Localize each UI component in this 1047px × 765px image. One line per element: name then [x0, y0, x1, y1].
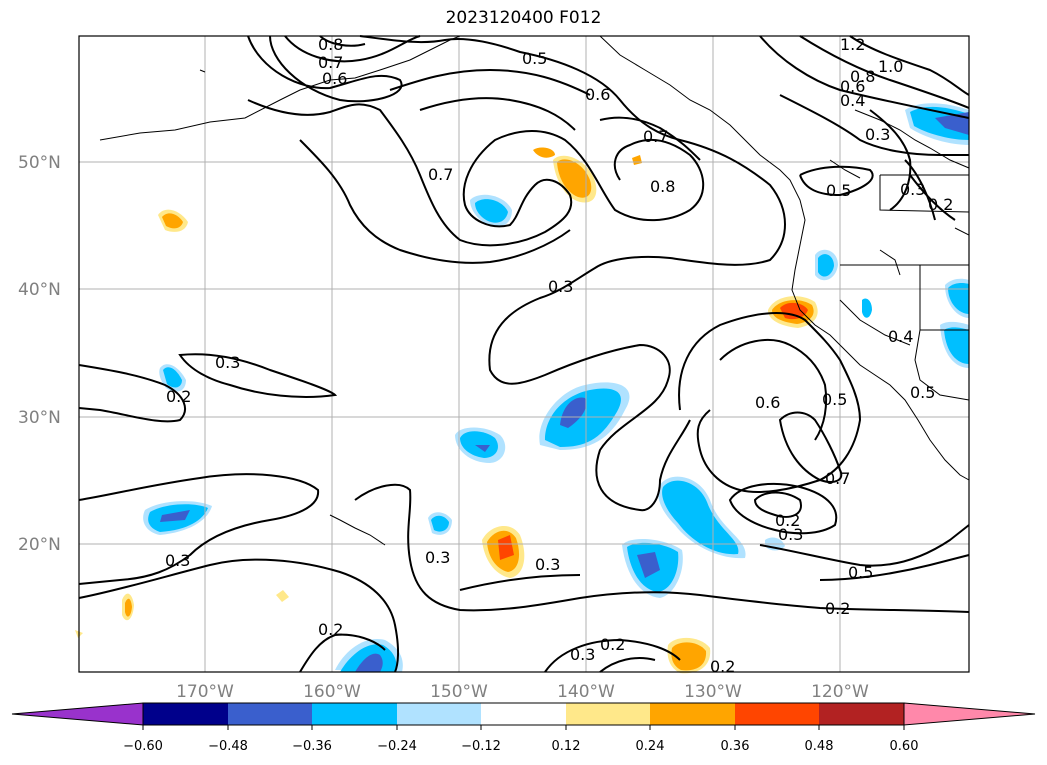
map-frame — [78, 35, 970, 673]
colorbar-tick-label: 0.60 — [890, 739, 919, 754]
colorbar-segment — [650, 703, 735, 725]
colorbar-segment — [312, 703, 397, 725]
contour-label: 0.6 — [322, 69, 347, 88]
contour-label: 0.3 — [548, 277, 573, 296]
colorbar: −0.60 −0.48 −0.36 −0.24 −0.12 0.12 0.24 … — [11, 702, 1036, 754]
graticule — [79, 36, 969, 672]
contour-label: 0.3 — [778, 525, 803, 544]
lon-label: 130°W — [684, 682, 742, 702]
contour-label: 0.3 — [570, 645, 595, 664]
lat-label: 30°N — [18, 408, 61, 428]
contour-label: 1.0 — [878, 57, 903, 76]
contour-label: 0.5 — [826, 181, 851, 200]
contour-label: 0.3 — [900, 180, 925, 199]
contour-label: 0.5 — [522, 49, 547, 68]
contour-label: 0.6 — [755, 393, 780, 412]
lat-label: 40°N — [18, 280, 61, 300]
contour-label: 0.5 — [848, 563, 873, 582]
contour-label: 0.5 — [822, 390, 847, 409]
colorbar-segment — [397, 703, 481, 725]
lon-label: 160°W — [303, 682, 361, 702]
colorbar-segment — [735, 703, 819, 725]
contour-label: 0.2 — [928, 195, 953, 214]
map-area: 0.8 0.7 0.6 0.5 0.6 0.7 0.8 0.7 0.3 0.3 … — [75, 35, 970, 676]
colorbar-tick-label: 0.12 — [552, 739, 581, 754]
contour-label: 0.2 — [775, 511, 800, 530]
colorbar-segment — [228, 703, 312, 725]
contour-label: 0.5 — [910, 383, 935, 402]
colorbar-tick-label: −0.60 — [123, 739, 163, 754]
colorbar-segment — [481, 703, 566, 725]
contour-label: 0.2 — [318, 620, 343, 639]
colorbar-tick-label: −0.24 — [377, 739, 417, 754]
contour-label: 0.2 — [166, 387, 191, 406]
lat-label: 20°N — [18, 535, 61, 555]
contour-label: 0.4 — [840, 91, 865, 110]
lon-label: 170°W — [176, 682, 234, 702]
contour-labels: 0.8 0.7 0.6 0.5 0.6 0.7 0.8 0.7 0.3 0.3 … — [165, 35, 953, 676]
lon-label: 120°W — [811, 682, 869, 702]
lat-label: 50°N — [18, 153, 61, 173]
contour-label: 0.7 — [643, 127, 668, 146]
colorbar-tick-label: −0.36 — [292, 739, 332, 754]
contour-label: 0.2 — [825, 599, 850, 618]
longitude-labels: 170°W 160°W 150°W 140°W 130°W 120°W — [176, 682, 869, 702]
colorbar-segment — [143, 703, 228, 725]
map-title: 2023120400 F012 — [445, 8, 602, 28]
colorbar-segment — [566, 703, 650, 725]
colorbar-extend-low — [11, 702, 144, 726]
contour-label: 0.2 — [600, 635, 625, 654]
shaded-anomalies — [75, 103, 969, 674]
contour-label: 0.8 — [850, 67, 875, 86]
contour-label: 0.8 — [318, 35, 343, 54]
contour-label: 0.3 — [535, 555, 560, 574]
lon-label: 140°W — [557, 682, 615, 702]
contour-label: 0.3 — [165, 551, 190, 570]
contour-label: 0.7 — [428, 165, 453, 184]
colorbar-tick-label: 0.48 — [805, 739, 834, 754]
contour-label: 0.3 — [865, 125, 890, 144]
colorbar-extend-high — [903, 702, 1036, 726]
coastlines — [99, 35, 970, 546]
colorbar-tick-label: −0.48 — [208, 739, 248, 754]
contour-label: 1.2 — [840, 35, 865, 54]
contour-label: 0.6 — [585, 85, 610, 104]
contour-label: 0.3 — [215, 353, 240, 372]
colorbar-segment — [819, 703, 904, 725]
contour-label: 0.3 — [425, 548, 450, 567]
contour-label: 0.7 — [318, 53, 343, 72]
colorbar-tick-label: 0.24 — [636, 739, 665, 754]
colorbar-tick-label: −0.12 — [461, 739, 501, 754]
colorbar-tick-label: 0.36 — [721, 739, 750, 754]
contour-label: 0.4 — [888, 327, 913, 346]
contour-lines — [78, 35, 970, 673]
contour-label: 0.7 — [825, 469, 850, 488]
latitude-labels: 50°N 40°N 30°N 20°N — [18, 153, 61, 555]
contour-label: 0.2 — [710, 657, 735, 676]
contour-label: 0.8 — [650, 177, 675, 196]
lon-label: 150°W — [430, 682, 488, 702]
contour-label: 0.6 — [840, 77, 865, 96]
